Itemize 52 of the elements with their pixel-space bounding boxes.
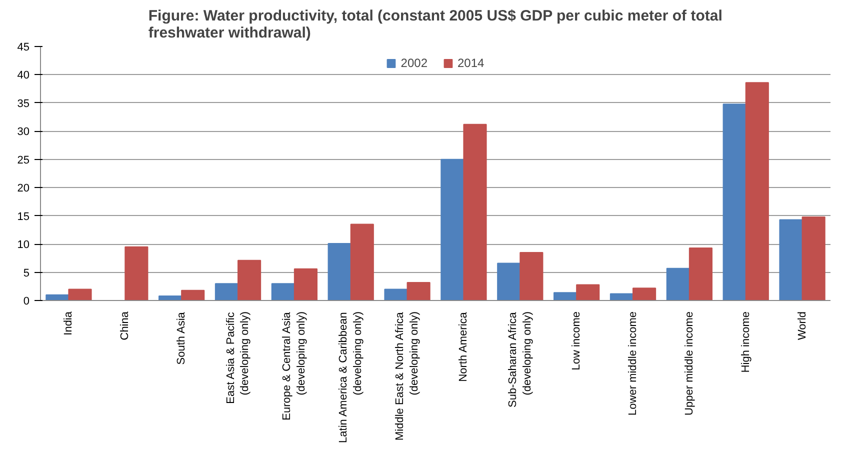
- y-tick-label: 20: [17, 182, 30, 195]
- bar: [328, 242, 352, 300]
- bar: [181, 290, 205, 300]
- bar: [124, 246, 148, 300]
- y-tick-label: 40: [17, 70, 30, 82]
- bar: [722, 104, 746, 300]
- x-tick-label: Middle East & North Africa (developing only): [394, 311, 420, 440]
- bar: [688, 248, 712, 300]
- bar: [520, 252, 544, 300]
- y-tick-label: 35: [17, 98, 30, 110]
- x-tick-label: Upper middle income: [683, 312, 696, 416]
- bar: [554, 292, 578, 300]
- bar: [463, 124, 487, 300]
- y-tick-label: 45: [17, 42, 30, 54]
- x-tick-label: East Asia & Pacific (developing only): [224, 311, 252, 404]
- x-tick-label: Low income: [570, 311, 583, 370]
- legend-label: 2002: [400, 56, 428, 70]
- x-tick-label: South Asia: [176, 311, 188, 365]
- x-tick-label: China: [119, 310, 132, 340]
- bar: [632, 288, 656, 300]
- y-tick-label: 5: [23, 267, 30, 280]
- bar: [384, 288, 408, 300]
- bar: [610, 293, 634, 300]
- bar: [666, 268, 690, 300]
- bar: [440, 158, 464, 300]
- y-tick-label: 0: [23, 296, 30, 308]
- bar: [497, 262, 521, 300]
- bar: [745, 82, 769, 300]
- y-tick-label: 15: [17, 210, 30, 223]
- x-tick-label: High income: [740, 312, 752, 373]
- x-tick-label: Lower middle income: [627, 312, 639, 416]
- y-tick-label: 10: [17, 239, 30, 252]
- x-tick-label: Latin America & Caribbean (developing only): [338, 311, 364, 443]
- x-tick-label: Europe & Central Asia (developing only): [281, 311, 308, 420]
- bar: [294, 268, 318, 300]
- x-tick-label: North America: [458, 311, 470, 382]
- y-tick-label: 25: [17, 154, 30, 166]
- bar: [214, 283, 238, 300]
- bar: [779, 219, 803, 300]
- chart-title: Figure: Water productivity, total (constant 2005 US$ GDP per cubic meter of total freshwater withdrawal): [148, 8, 722, 42]
- bar: [576, 284, 600, 300]
- x-tick-label: Sub-Saharan Africa (developing only): [506, 311, 534, 408]
- x-tick-label: India: [62, 310, 75, 336]
- bar: [350, 224, 374, 300]
- bar: [802, 216, 826, 300]
- bar: [406, 282, 430, 300]
- bar: [271, 283, 295, 300]
- bar: [68, 288, 92, 300]
- x-tick-label: World: [796, 311, 808, 340]
- y-tick-label: 30: [17, 126, 30, 138]
- legend-label: 2014: [458, 56, 484, 70]
- bar: [238, 260, 262, 300]
